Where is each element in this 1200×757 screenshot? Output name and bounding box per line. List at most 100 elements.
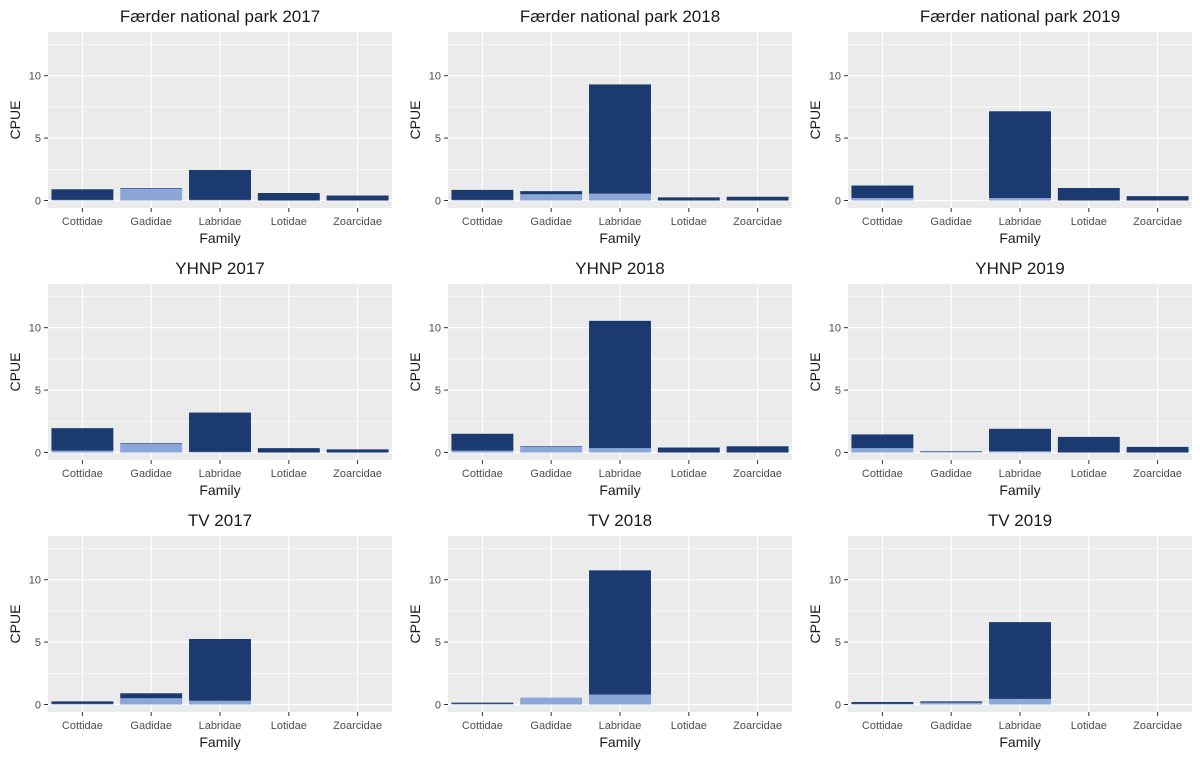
bar-labridae (989, 428, 1051, 452)
x-tick-label: Labridae (999, 720, 1042, 732)
y-tick-label: 0 (35, 700, 41, 712)
y-tick-label: 10 (829, 575, 841, 587)
bar-labridae (589, 84, 651, 194)
x-tick-label: Labridae (999, 216, 1042, 228)
x-tick-label: Gadidae (130, 720, 172, 732)
y-tick-label: 5 (835, 637, 841, 649)
x-tick-label: Gadidae (930, 720, 972, 732)
y-tick-label: 5 (35, 637, 41, 649)
bar-zoarcidae (726, 446, 789, 453)
chart-svg: 0 5 10 Cottidae Gadidae Labridae Lotidae Zoarci… (807, 259, 1192, 498)
bar-cottidae (51, 703, 114, 705)
chart-svg: 0 5 10 Cottidae Gadidae Labridae Lotidae Zoarci… (807, 7, 1192, 246)
y-tick-label: 0 (35, 196, 41, 208)
panel-title: TV 2017 (188, 511, 252, 530)
bar-cottidae (451, 433, 514, 451)
bar-gadidae (520, 194, 583, 201)
y-tick-label: 5 (835, 385, 841, 397)
x-tick-label: Lotidae (671, 216, 707, 228)
bar-cottidae (451, 702, 514, 704)
panel-title: Færder national park 2017 (120, 7, 320, 26)
bar-cottidae (451, 189, 514, 200)
y-axis-label: CPUE (407, 353, 423, 392)
y-tick-label: 10 (429, 575, 441, 587)
y-tick-label: 5 (435, 637, 441, 649)
x-axis-label: Family (999, 230, 1040, 246)
bar-labridae (589, 320, 651, 449)
x-axis-label: Family (999, 734, 1040, 750)
y-tick-label: 10 (29, 575, 41, 587)
bar-lotidae (657, 447, 720, 453)
x-tick-label: Zoarcidae (733, 216, 782, 228)
panel-title: Færder national park 2018 (520, 7, 720, 26)
chart-panel: 0 5 10 Cottidae Gadidae Labridae Lotidae Zoarci… (800, 504, 1200, 756)
bar-gadidae (920, 702, 983, 705)
bar-cottidae (851, 185, 914, 199)
y-tick-label: 0 (835, 700, 841, 712)
x-tick-label: Lotidae (671, 468, 707, 480)
bar-labridae (189, 199, 251, 201)
x-tick-label: Cottidae (62, 720, 103, 732)
y-tick-label: 5 (835, 133, 841, 145)
bar-gadidae (920, 451, 983, 452)
x-tick-label: Labridae (599, 216, 642, 228)
panel-title: YHNP 2018 (575, 259, 664, 278)
x-tick-label: Labridae (199, 720, 242, 732)
y-axis-label: CPUE (7, 101, 23, 140)
x-tick-label: Cottidae (862, 468, 903, 480)
chart-panel: 0 5 10 Cottidae Gadidae Labridae Lotidae Zoarci… (0, 0, 400, 252)
x-tick-label: Gadidae (530, 468, 572, 480)
bar-zoarcidae (726, 196, 789, 201)
x-tick-label: Cottidae (462, 720, 503, 732)
x-tick-label: Labridae (199, 216, 242, 228)
bar-zoarcidae (326, 195, 389, 201)
bar-cottidae (51, 450, 114, 453)
x-tick-label: Cottidae (462, 468, 503, 480)
bar-lotidae (257, 448, 320, 453)
bar-lotidae (657, 197, 720, 201)
bar-gadidae (120, 443, 183, 444)
bar-cottidae (851, 198, 914, 201)
bar-gadidae (120, 188, 183, 201)
bar-labridae (189, 700, 251, 705)
y-axis-label: CPUE (7, 353, 23, 392)
x-tick-label: Zoarcidae (1133, 216, 1182, 228)
x-axis-label: Family (599, 734, 640, 750)
x-tick-label: Lotidae (271, 720, 307, 732)
bar-labridae (189, 638, 251, 701)
y-axis-label: CPUE (807, 101, 823, 140)
x-tick-label: Zoarcidae (333, 720, 382, 732)
chart-panel: 0 5 10 Cottidae Gadidae Labridae Lotidae Zoarci… (400, 0, 800, 252)
y-axis-label: CPUE (407, 101, 423, 140)
x-tick-label: Lotidae (271, 216, 307, 228)
bar-labridae (189, 169, 251, 200)
y-axis-label: CPUE (807, 605, 823, 644)
y-tick-label: 0 (835, 196, 841, 208)
bar-labridae (589, 193, 651, 201)
y-axis-label: CPUE (807, 353, 823, 392)
x-tick-label: Gadidae (130, 216, 172, 228)
y-axis-label: CPUE (407, 605, 423, 644)
chart-panel: 0 5 10 Cottidae Gadidae Labridae Lotidae Zoarci… (400, 504, 800, 756)
x-tick-label: Zoarcidae (1133, 468, 1182, 480)
bar-zoarcidae (1126, 196, 1189, 201)
x-axis-label: Family (999, 482, 1040, 498)
y-tick-label: 0 (35, 448, 41, 460)
bar-gadidae (520, 446, 583, 453)
bar-gadidae (520, 697, 583, 705)
chart-svg: 0 5 10 Cottidae Gadidae Labridae Lotidae Zoarci… (407, 511, 792, 750)
bar-cottidae (451, 199, 514, 201)
chart-svg: 0 5 10 Cottidae Gadidae Labridae Lotidae Zoarci… (407, 7, 792, 246)
bar-labridae (589, 570, 651, 695)
x-tick-label: Zoarcidae (733, 468, 782, 480)
x-tick-label: Zoarcidae (1133, 720, 1182, 732)
x-tick-label: Lotidae (1071, 468, 1107, 480)
y-tick-label: 10 (829, 71, 841, 83)
x-tick-label: Lotidae (671, 720, 707, 732)
x-axis-label: Family (199, 734, 240, 750)
bar-cottidae (851, 448, 914, 453)
chart-panel: 0 5 10 Cottidae Gadidae Labridae Lotidae Zoarci… (0, 504, 400, 756)
bar-cottidae (51, 428, 114, 451)
bar-cottidae (851, 702, 914, 704)
chart-svg: 0 5 10 Cottidae Gadidae Labridae Lotidae Zoarci… (7, 259, 392, 498)
